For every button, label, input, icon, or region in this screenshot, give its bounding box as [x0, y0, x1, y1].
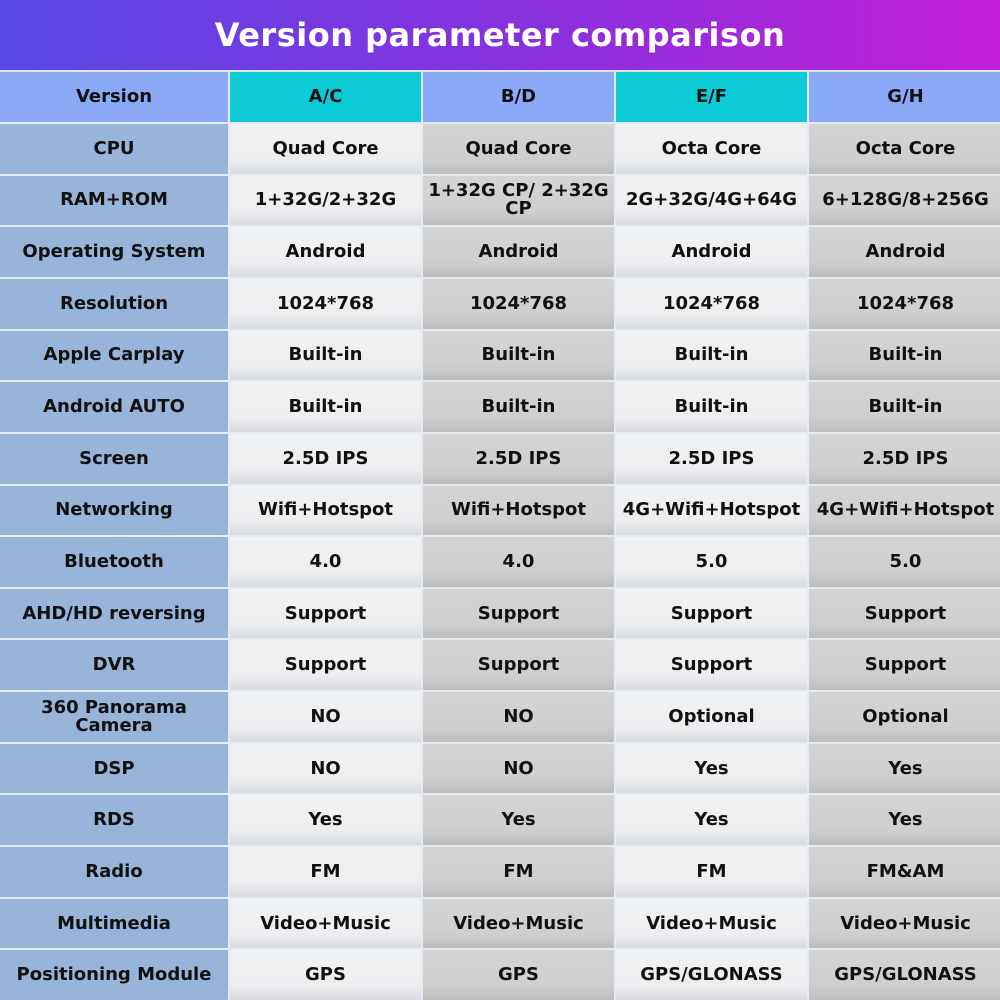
table-cell: 4.0 — [423, 537, 614, 587]
table-cell: 4G+Wifi+Hotspot — [809, 485, 1000, 536]
table-cell: 5.0 — [809, 537, 1000, 587]
row-label: CPU — [0, 124, 228, 174]
table-cell: 1024*768 — [616, 278, 807, 329]
row-label: RDS — [0, 795, 228, 846]
table-cell: Support — [809, 588, 1000, 639]
table-cell: Support — [616, 640, 807, 691]
table-cell: Yes — [809, 795, 1000, 846]
table-cell: 1024*768 — [230, 278, 421, 329]
table-cell: 2G+32G/4G+64G — [616, 175, 807, 226]
table-cell: FM — [423, 847, 614, 897]
table-cell: Video+Music — [616, 898, 807, 949]
table-cell: Optional — [809, 692, 1000, 742]
table-cell: Support — [423, 588, 614, 639]
table-cell: Built-in — [423, 382, 614, 432]
row-label: DSP — [0, 743, 228, 794]
table-cell: Built-in — [230, 330, 421, 381]
table-cell: Wifi+Hotspot — [423, 485, 614, 536]
table-cell: 1+32G CP/ 2+32G CP — [423, 175, 614, 226]
row-label: Networking — [0, 485, 228, 536]
header-version-g-h: G/H — [809, 72, 1000, 122]
table-cell: 1+32G/2+32G — [230, 175, 421, 226]
row-label: Radio — [0, 847, 228, 897]
header-version-b-d: B/D — [423, 72, 614, 122]
table-cell: Yes — [809, 743, 1000, 794]
header-version-label: Version — [0, 72, 228, 122]
table-cell: 1024*768 — [809, 278, 1000, 329]
table-cell: 5.0 — [616, 537, 807, 587]
table-cell: Yes — [230, 795, 421, 846]
row-label: Android AUTO — [0, 382, 228, 432]
table-cell: GPS — [230, 950, 421, 1000]
table-cell: Built-in — [809, 330, 1000, 381]
table-cell: NO — [230, 743, 421, 794]
table-cell: GPS/GLONASS — [809, 950, 1000, 1000]
table-cell: Support — [230, 588, 421, 639]
table-cell: NO — [423, 692, 614, 742]
table-cell: Yes — [616, 795, 807, 846]
row-label: Positioning Module — [0, 950, 228, 1000]
table-cell: Octa Core — [809, 124, 1000, 174]
row-label: DVR — [0, 640, 228, 691]
table-cell: Octa Core — [616, 124, 807, 174]
header-version-e-f: E/F — [616, 72, 807, 122]
table-cell: Android — [616, 227, 807, 277]
table-cell: Video+Music — [230, 898, 421, 949]
row-label: RAM+ROM — [0, 175, 228, 226]
table-cell: Built-in — [809, 382, 1000, 432]
table-cell: 2.5D IPS — [423, 433, 614, 484]
row-label: AHD/HD reversing — [0, 588, 228, 639]
table-cell: 2.5D IPS — [230, 433, 421, 484]
table-cell: Android — [809, 227, 1000, 277]
table-cell: Quad Core — [423, 124, 614, 174]
table-cell: Built-in — [616, 330, 807, 381]
row-label: Apple Carplay — [0, 330, 228, 381]
page-title: Version parameter comparison — [0, 0, 1000, 70]
table-cell: Android — [230, 227, 421, 277]
table-cell: 2.5D IPS — [616, 433, 807, 484]
header-version-a-c: A/C — [230, 72, 421, 122]
table-cell: Video+Music — [809, 898, 1000, 949]
row-label: Resolution — [0, 278, 228, 329]
table-cell: Quad Core — [230, 124, 421, 174]
row-label: Bluetooth — [0, 537, 228, 587]
table-cell: Video+Music — [423, 898, 614, 949]
table-cell: Support — [616, 588, 807, 639]
table-cell: Support — [230, 640, 421, 691]
table-cell: FM — [230, 847, 421, 897]
table-cell: Yes — [616, 743, 807, 794]
table-cell: 4.0 — [230, 537, 421, 587]
table-cell: Support — [809, 640, 1000, 691]
table-cell: GPS — [423, 950, 614, 1000]
comparison-table: Version A/C B/D E/F G/H CPU Quad Core Quad Core… — [0, 72, 1000, 1000]
table-cell: Optional — [616, 692, 807, 742]
row-label: Multimedia — [0, 898, 228, 949]
row-label: Screen — [0, 433, 228, 484]
table-cell: FM — [616, 847, 807, 897]
table-cell: Built-in — [616, 382, 807, 432]
table-cell: FM&AM — [809, 847, 1000, 897]
table-cell: Support — [423, 640, 614, 691]
row-label: Operating System — [0, 227, 228, 277]
table-cell: NO — [230, 692, 421, 742]
row-label: 360 Panorama Camera — [0, 692, 228, 742]
table-cell: GPS/GLONASS — [616, 950, 807, 1000]
table-cell: Android — [423, 227, 614, 277]
table-cell: 2.5D IPS — [809, 433, 1000, 484]
table-cell: Wifi+Hotspot — [230, 485, 421, 536]
table-cell: 6+128G/8+256G — [809, 175, 1000, 226]
table-cell: 4G+Wifi+Hotspot — [616, 485, 807, 536]
table-cell: 1024*768 — [423, 278, 614, 329]
table-cell: Built-in — [423, 330, 614, 381]
table-cell: Built-in — [230, 382, 421, 432]
table-cell: NO — [423, 743, 614, 794]
table-cell: Yes — [423, 795, 614, 846]
